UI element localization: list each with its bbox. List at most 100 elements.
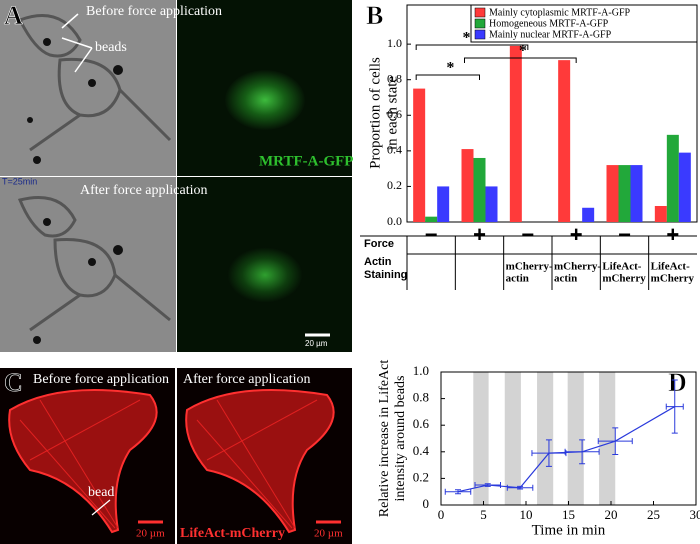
bar: [582, 207, 595, 222]
bar: [618, 165, 631, 222]
stimulus-band: [473, 372, 489, 505]
bar: [630, 165, 643, 222]
panel-a: A Before force application beads MRTF-A-…: [0, 0, 353, 352]
x-error-bar: [506, 484, 534, 491]
bar: [558, 60, 571, 222]
x-tick-label: 30: [690, 507, 700, 522]
bar: [425, 216, 438, 222]
y-tick-label: 0.8: [387, 71, 402, 85]
significance-bracket: [415, 74, 480, 80]
condition-label: After force application: [80, 183, 208, 198]
y-axis-label: Proportion of cells: [367, 57, 383, 169]
bar: [437, 186, 450, 222]
panel-letter: C: [4, 368, 23, 397]
scale-label: 20 µm: [136, 528, 165, 540]
data-line: [457, 406, 676, 493]
staining-label: mCherry-: [554, 261, 601, 273]
stimulus-band: [504, 372, 521, 505]
y-tick-label: 1.0: [413, 363, 429, 378]
scale-label: 20 µm: [305, 339, 328, 348]
bar: [666, 134, 679, 222]
y-tick-label: 0.4: [413, 443, 430, 458]
time-label: T=25min: [2, 176, 37, 186]
x-tick-label: 0: [438, 507, 445, 522]
staining-label: mCherry: [602, 273, 646, 285]
legend-box: [470, 4, 698, 43]
legend-label: Mainly nuclear MRTF-A-GFP: [489, 29, 612, 40]
bead-arrow: [91, 499, 111, 516]
panel-letter: A: [4, 1, 23, 30]
x-axis-label: Time in min: [532, 522, 606, 538]
y-tick-label: 0.0: [387, 214, 402, 228]
actin-fibers: [19, 399, 318, 529]
condition-label: Before force application: [33, 372, 169, 387]
panel-letter: B: [366, 1, 383, 30]
channel-label: LifeAct-mCherry: [180, 526, 285, 541]
y-tick-label: 1.0: [387, 36, 402, 50]
legend-label: Homogeneous MRTF-A-GFP: [489, 18, 609, 29]
actin-cell: [8, 389, 158, 534]
stimulus-band: [567, 372, 584, 505]
significance-bracket: [464, 57, 577, 63]
y-tick-label: 0.2: [413, 469, 429, 484]
y-tick-label: 0.8: [413, 390, 429, 405]
legend-swatch: [474, 29, 486, 40]
brightfield-image: [0, 0, 176, 176]
significance-label: *: [446, 60, 454, 77]
x-tick-label: 10: [520, 507, 533, 522]
staining-label: LifeAct-: [651, 261, 690, 273]
bead-arrows: [61, 13, 93, 73]
bead-dots: [27, 38, 123, 344]
significance-bracket: [415, 44, 529, 50]
y-tick-label: 0.6: [413, 416, 430, 431]
bar: [473, 157, 486, 222]
scale-label: 20 µm: [314, 528, 343, 540]
condition-label: Before force application: [86, 4, 222, 19]
y-axis-label: Relative increase in LifeAct: [377, 360, 392, 518]
bar: [509, 45, 522, 222]
staining-label: actin: [554, 273, 577, 285]
bead-label: bead: [88, 485, 114, 500]
force-label: +: [570, 222, 583, 247]
row-label: Actin: [364, 256, 392, 268]
bar: [485, 186, 498, 222]
gfp-cell: [225, 70, 305, 130]
y-axis-label: in each state: [384, 76, 400, 150]
y-tick-label: 0.6: [387, 107, 402, 121]
y-tick-label: 0: [423, 496, 430, 511]
y-tick-label: 0.4: [387, 143, 402, 157]
force-label: −: [521, 222, 534, 247]
stimulus-band: [599, 372, 616, 505]
x-error-bar: [531, 450, 567, 457]
x-error-bar: [444, 488, 472, 495]
row-label: Staining: [364, 269, 407, 281]
x-error-bar: [597, 438, 633, 445]
x-error-bar: [665, 403, 684, 410]
bar: [678, 152, 691, 222]
y-axis-label: intensity around beads: [393, 376, 408, 502]
force-label: +: [473, 222, 486, 247]
actin-cell: [185, 389, 335, 534]
cell-outlines: [17, 14, 172, 332]
panel-letter: D: [668, 368, 687, 397]
y-tick-label: 0.2: [387, 178, 402, 192]
staining-label: actin: [506, 273, 529, 285]
brightfield-image: [0, 177, 176, 352]
x-tick-label: 5: [480, 507, 487, 522]
staining-label: LifeAct-: [602, 261, 641, 273]
significance-label: *: [519, 43, 527, 60]
row-label: Force: [364, 238, 394, 250]
x-tick-label: 25: [647, 507, 660, 522]
force-label: −: [618, 222, 631, 247]
channel-label: MRTF-A-GFP: [259, 153, 353, 169]
bar: [654, 205, 667, 222]
force-label: −: [425, 222, 438, 247]
legend-swatch: [474, 18, 486, 29]
x-tick-label: 15: [562, 507, 575, 522]
legend-label: Mainly cytoplasmic MRTF-A-GFP: [489, 7, 631, 18]
bar: [606, 165, 619, 222]
condition-label: After force application: [183, 372, 311, 387]
legend-swatch: [474, 7, 486, 18]
panel-c: C Before force application After force a…: [0, 368, 352, 544]
